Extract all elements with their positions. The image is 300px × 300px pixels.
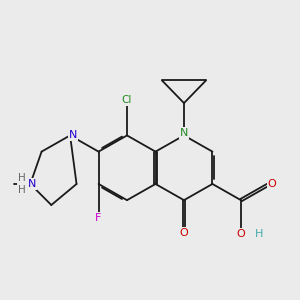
Text: O: O: [268, 179, 276, 189]
Text: O: O: [236, 229, 245, 239]
Text: H: H: [18, 185, 26, 195]
Text: N: N: [180, 128, 188, 138]
Text: F: F: [95, 213, 102, 223]
Text: O: O: [180, 227, 188, 238]
Text: N: N: [28, 179, 36, 189]
Text: Cl: Cl: [122, 95, 132, 105]
Text: H: H: [18, 173, 26, 183]
Text: N: N: [68, 130, 77, 140]
Text: H: H: [254, 229, 263, 239]
